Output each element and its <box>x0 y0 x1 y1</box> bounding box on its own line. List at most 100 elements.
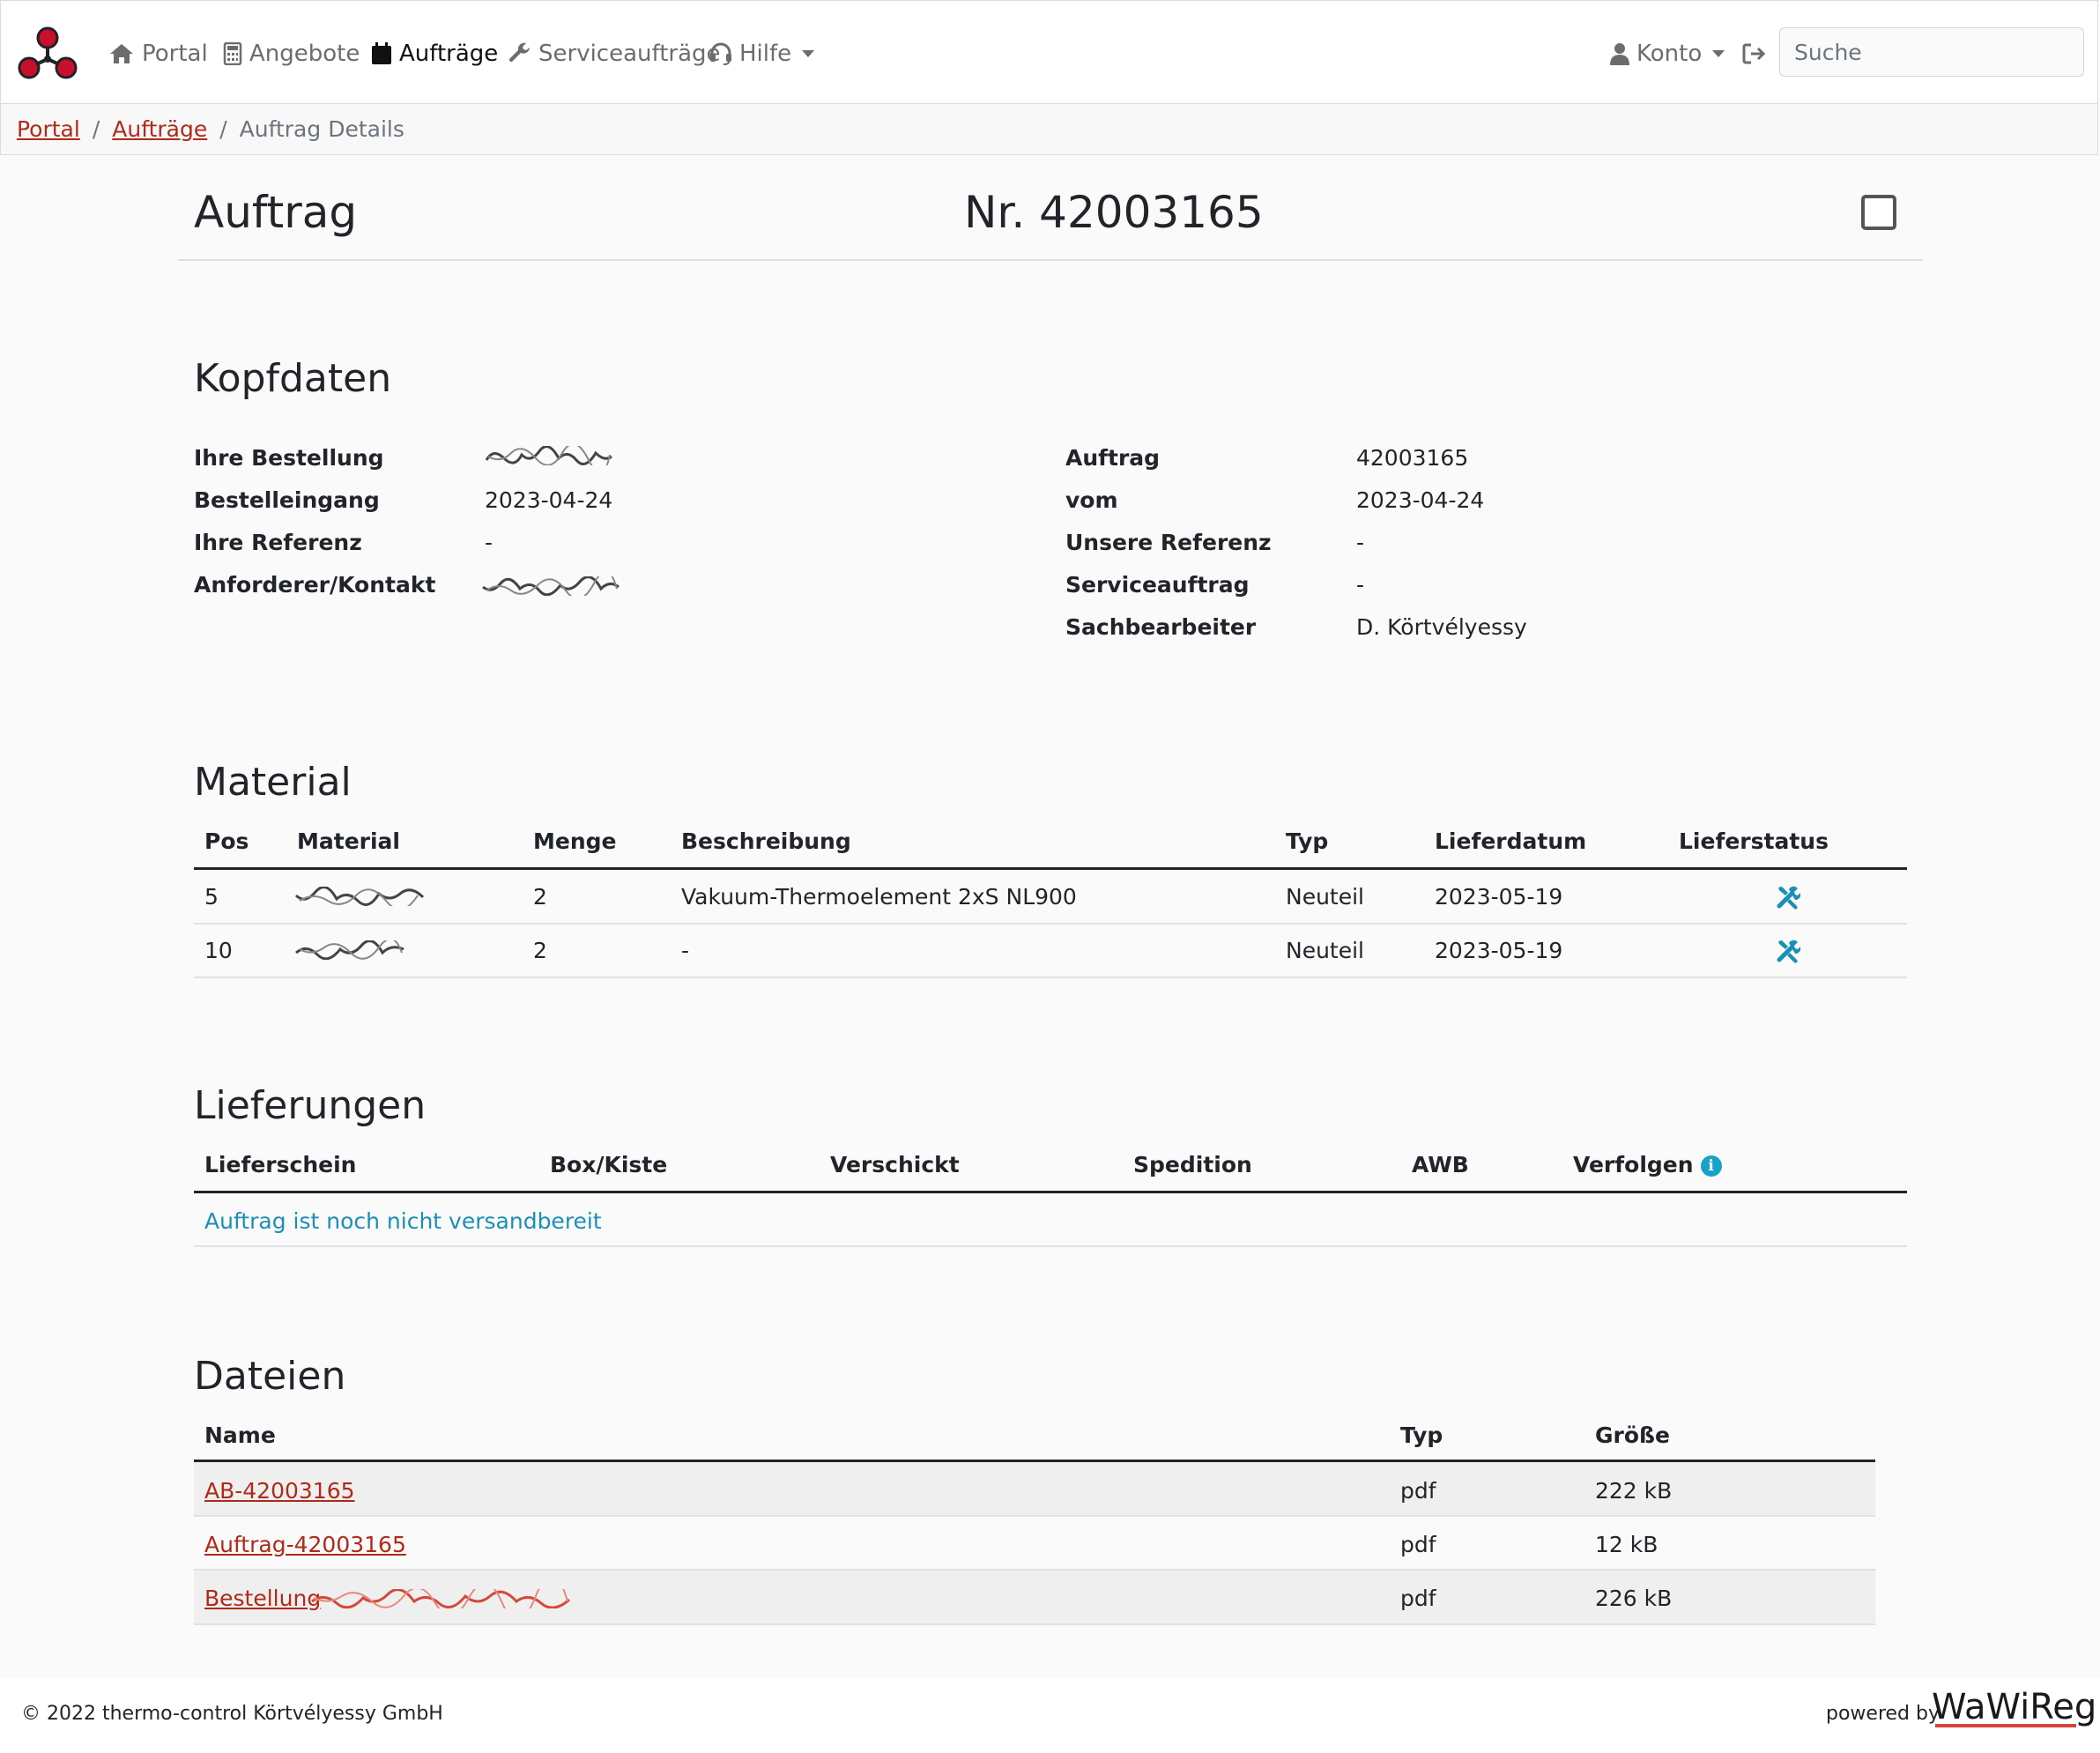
redacted-value-image <box>294 887 425 906</box>
nav-portal-label: Portal <box>142 41 208 67</box>
column-header-lieferstatus: Lieferstatus <box>1679 828 1829 854</box>
column-header-lieferschein: Lieferschein <box>204 1152 357 1177</box>
cell-file-typ: pdf <box>1400 1532 1436 1557</box>
breadcrumb-separator: / <box>92 116 100 142</box>
label-auftrag: Auftrag <box>1065 445 1161 471</box>
breadcrumb: Portal / Aufträge / Auftrag Details <box>0 104 2098 155</box>
cell-pos: 10 <box>204 938 233 963</box>
value-auftrag: 42003165 <box>1356 445 1469 471</box>
tools-icon[interactable] <box>1776 939 1800 963</box>
column-header-name: Name <box>204 1422 276 1448</box>
cell-menge: 2 <box>533 938 547 963</box>
table-header-divider <box>194 867 1907 870</box>
account-dropdown[interactable]: Konto <box>1610 38 1725 70</box>
copyright-text: © 2022 thermo-control Körtvélyessy GmbH <box>21 1703 443 1725</box>
redacted-value-image <box>485 446 612 465</box>
label-vom: vom <box>1065 487 1118 513</box>
row-divider <box>194 1623 1875 1625</box>
column-header-box-kiste: Box/Kiste <box>550 1152 668 1177</box>
breadcrumb-portal[interactable]: Portal <box>17 116 80 142</box>
value-ihre-referenz: - <box>485 530 493 555</box>
column-header-lieferdatum: Lieferdatum <box>1435 828 1587 854</box>
cell-menge: 2 <box>533 884 547 910</box>
redacted-value-image <box>311 1589 570 1608</box>
nav-angebote[interactable]: Angebote <box>223 38 360 70</box>
column-header-awb: AWB <box>1412 1152 1469 1177</box>
footer <box>0 1678 2100 1753</box>
column-header-typ: Typ <box>1400 1422 1443 1448</box>
cell-file-size: 12 kB <box>1595 1532 1658 1557</box>
column-header-material: Material <box>297 828 400 854</box>
wrench-icon <box>508 42 530 63</box>
cell-pos: 5 <box>204 884 219 910</box>
cell-typ: Neuteil <box>1286 884 1365 910</box>
nav-auftraege[interactable]: Aufträge <box>371 38 498 70</box>
row-divider <box>194 1245 1907 1247</box>
column-header-typ: Typ <box>1286 828 1329 854</box>
table-header-divider <box>194 1191 1907 1193</box>
search-input[interactable] <box>1779 27 2084 77</box>
row-divider <box>194 977 1907 978</box>
file-link-bestellung[interactable]: Bestellung <box>204 1586 322 1611</box>
company-logo[interactable] <box>17 26 78 82</box>
column-header-groesse: Größe <box>1595 1422 1670 1448</box>
page-title: Auftrag <box>194 187 358 238</box>
row-divider <box>194 923 1907 925</box>
label-ihre-referenz: Ihre Referenz <box>194 530 362 555</box>
column-header-pos: Pos <box>204 828 249 854</box>
calendar-icon <box>372 42 391 64</box>
label-sachbearbeiter: Sachbearbeiter <box>1065 614 1257 640</box>
value-sachbearbeiter: D. Körtvélyessy <box>1356 614 1527 640</box>
powered-by-text: powered by <box>1826 1703 1940 1725</box>
header-divider <box>178 259 1923 261</box>
file-link-auftrag[interactable]: Auftrag-42003165 <box>204 1532 406 1557</box>
label-ihre-bestellung: Ihre Bestellung <box>194 445 384 471</box>
value-serviceauftrag: - <box>1356 572 1365 598</box>
kopfdaten-heading: Kopfdaten <box>194 356 392 401</box>
breadcrumb-separator: / <box>219 116 227 142</box>
lieferungen-heading: Lieferungen <box>194 1083 427 1128</box>
nav-serviceauftraege-label: Serviceaufträge <box>538 41 721 67</box>
cell-beschreibung: - <box>681 938 690 963</box>
user-icon <box>1610 43 1629 65</box>
material-heading: Material <box>194 760 352 805</box>
info-icon[interactable]: i <box>1700 1155 1722 1177</box>
value-bestelleingang: 2023-04-24 <box>485 487 613 513</box>
home-icon <box>110 44 133 63</box>
order-number: Nr. 42003165 <box>964 187 1264 238</box>
dateien-heading: Dateien <box>194 1354 346 1399</box>
label-anforderer-kontakt: Anforderer/Kontakt <box>194 572 436 598</box>
brand-underline <box>1935 1724 2076 1727</box>
logout-button[interactable] <box>1742 38 1774 70</box>
column-header-beschreibung: Beschreibung <box>681 828 851 854</box>
label-unsere-referenz: Unsere Referenz <box>1065 530 1272 555</box>
cell-beschreibung: Vakuum-Thermoelement 2xS NL900 <box>681 884 1077 910</box>
redacted-value-image <box>482 576 620 596</box>
nav-auftraege-label: Aufträge <box>399 41 499 67</box>
tools-icon[interactable] <box>1776 885 1800 910</box>
bookmark-checkbox[interactable] <box>1861 195 1896 230</box>
wawireg-logo[interactable]: WaWiReg <box>1932 1687 2097 1727</box>
row-divider <box>194 1515 1875 1517</box>
nav-hilfe-dropdown[interactable]: Hilfe <box>709 38 815 70</box>
column-header-verfolgen: Verfolgen i <box>1573 1152 1722 1177</box>
column-header-verschickt: Verschickt <box>830 1152 960 1177</box>
cell-file-size: 222 kB <box>1595 1478 1673 1504</box>
column-header-menge: Menge <box>533 828 617 854</box>
cell-file-typ: pdf <box>1400 1478 1436 1504</box>
cell-file-typ: pdf <box>1400 1586 1436 1611</box>
not-ready-message: Auftrag ist noch nicht versandbereit <box>204 1208 602 1234</box>
top-navbar: Portal Angebote Aufträge Serviceaufträge… <box>0 0 2098 104</box>
chevron-down-icon <box>802 50 815 57</box>
nav-portal[interactable]: Portal <box>108 38 208 70</box>
calculator-icon <box>223 42 242 65</box>
table-row <box>194 1462 1875 1515</box>
file-link-ab[interactable]: AB-42003165 <box>204 1478 355 1504</box>
table-header-divider <box>194 1460 1875 1462</box>
table-row <box>194 1571 1875 1623</box>
nav-serviceauftraege[interactable]: Serviceaufträge <box>508 38 721 70</box>
cell-lieferdatum: 2023-05-19 <box>1435 938 1563 963</box>
headset-icon <box>710 42 731 65</box>
breadcrumb-auftraege[interactable]: Aufträge <box>112 116 208 142</box>
account-label: Konto <box>1636 41 1703 67</box>
